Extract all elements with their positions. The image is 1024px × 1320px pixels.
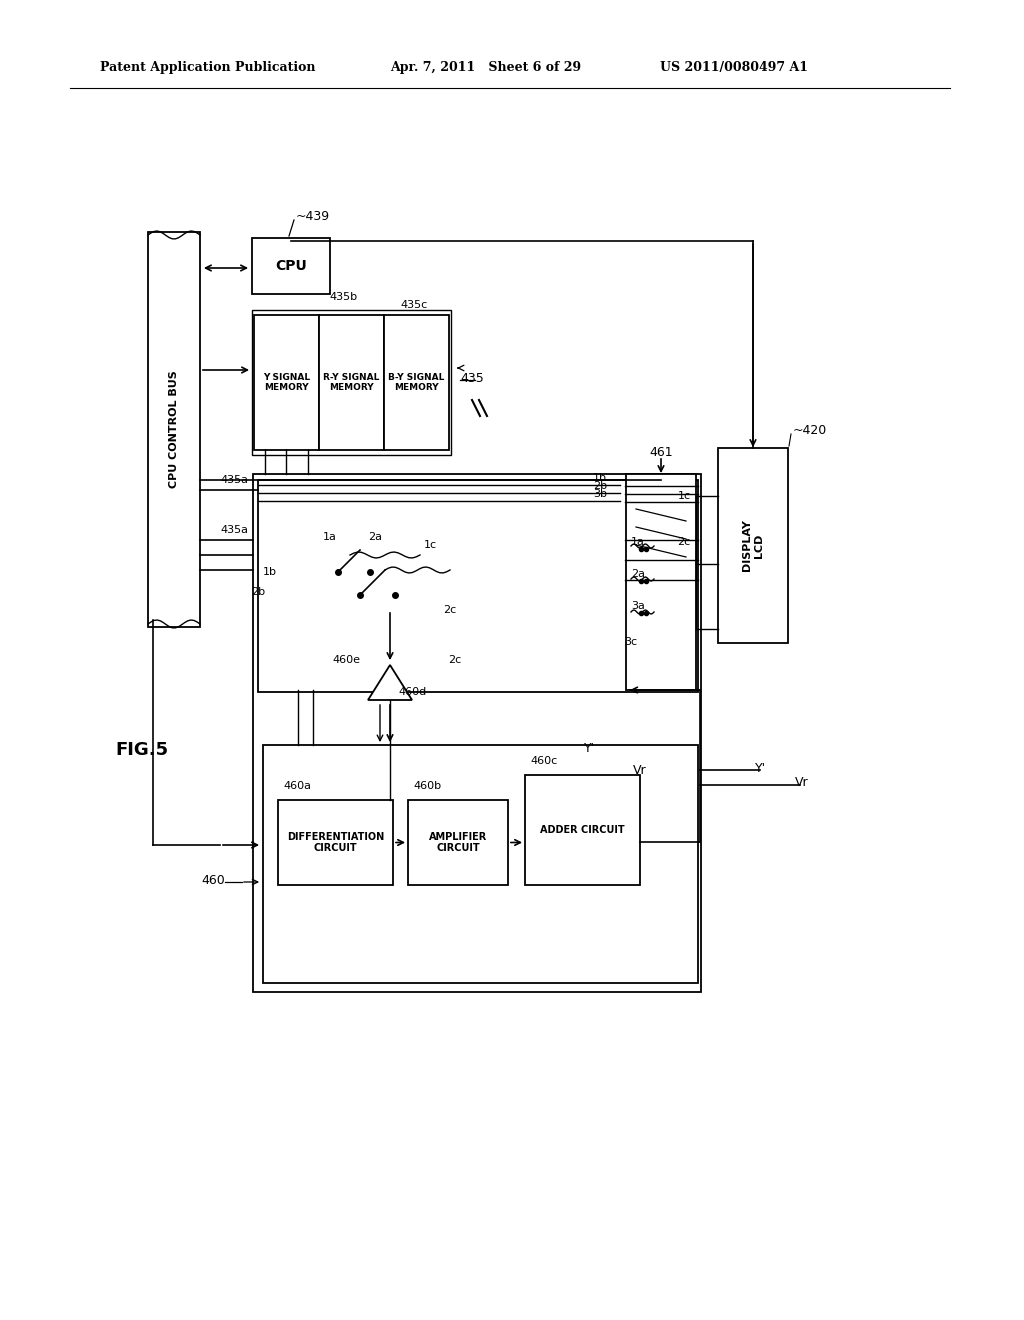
Bar	[718, 447, 788, 643]
Bar	[525, 775, 640, 884]
Bar	[278, 800, 393, 884]
Text: 435a: 435a	[220, 525, 248, 535]
Polygon shape	[368, 665, 412, 700]
Text: Patent Application Publication: Patent Application Publication	[100, 62, 315, 74]
Text: US 2011/0080497 A1: US 2011/0080497 A1	[660, 62, 808, 74]
Bar	[258, 480, 698, 692]
Text: 2a: 2a	[631, 569, 645, 579]
Text: 435: 435	[460, 371, 483, 384]
Text: 2c: 2c	[677, 537, 690, 546]
Text: CPU CONTROL BUS: CPU CONTROL BUS	[169, 371, 179, 488]
Bar	[148, 232, 200, 627]
Text: 1c: 1c	[424, 540, 436, 550]
Text: CPU: CPU	[275, 259, 307, 273]
Text: 435a: 435a	[220, 475, 248, 484]
Bar	[254, 315, 319, 450]
Text: 2c: 2c	[443, 605, 457, 615]
Text: Y': Y'	[755, 762, 766, 775]
Text: 460b: 460b	[413, 781, 441, 791]
Text: ADDER CIRCUIT: ADDER CIRCUIT	[541, 825, 625, 836]
Text: 2a: 2a	[368, 532, 382, 543]
Text: 1b: 1b	[263, 568, 278, 577]
Bar	[252, 238, 330, 294]
Text: Y SIGNAL
MEMORY: Y SIGNAL MEMORY	[263, 372, 310, 392]
Bar	[252, 310, 451, 455]
Text: 460a: 460a	[283, 781, 311, 791]
Text: Apr. 7, 2011   Sheet 6 of 29: Apr. 7, 2011 Sheet 6 of 29	[390, 62, 582, 74]
Bar	[263, 744, 698, 983]
Text: Vr: Vr	[633, 763, 647, 776]
Text: 1a: 1a	[631, 537, 645, 546]
Text: FIG.5: FIG.5	[115, 741, 168, 759]
Text: DIFFERENTIATION
CIRCUIT: DIFFERENTIATION CIRCUIT	[287, 832, 384, 853]
Text: AMPLIFIER
CIRCUIT: AMPLIFIER CIRCUIT	[429, 832, 487, 853]
Text: 3c: 3c	[625, 638, 638, 647]
Text: 1b: 1b	[593, 473, 607, 483]
Bar	[408, 800, 508, 884]
Text: 461: 461	[649, 446, 673, 458]
Text: 1a: 1a	[323, 532, 337, 543]
Text: 435b: 435b	[330, 292, 357, 302]
Text: 460c: 460c	[530, 756, 557, 766]
Text: 1c: 1c	[678, 491, 690, 502]
Text: 460e: 460e	[332, 655, 360, 665]
Text: 435c: 435c	[400, 300, 428, 310]
Text: 2b: 2b	[251, 587, 265, 597]
Text: ~420: ~420	[793, 424, 827, 437]
Text: 3b: 3b	[593, 488, 607, 499]
Text: ~439: ~439	[296, 210, 330, 223]
Bar	[384, 315, 449, 450]
Text: 460d: 460d	[398, 686, 426, 697]
Text: B-Y SIGNAL
MEMORY: B-Y SIGNAL MEMORY	[388, 372, 444, 392]
Bar	[319, 315, 384, 450]
Text: 3a: 3a	[631, 601, 645, 611]
Text: 2c: 2c	[449, 655, 462, 665]
Bar	[253, 474, 701, 993]
Text: R-Y SIGNAL
MEMORY: R-Y SIGNAL MEMORY	[324, 372, 380, 392]
Text: DISPLAY
LCD: DISPLAY LCD	[742, 520, 764, 572]
Text: 460: 460	[202, 874, 225, 887]
Text: Y': Y'	[585, 742, 596, 755]
Text: 2b: 2b	[593, 480, 607, 491]
Bar	[626, 474, 696, 690]
Text: Vr: Vr	[795, 776, 809, 789]
